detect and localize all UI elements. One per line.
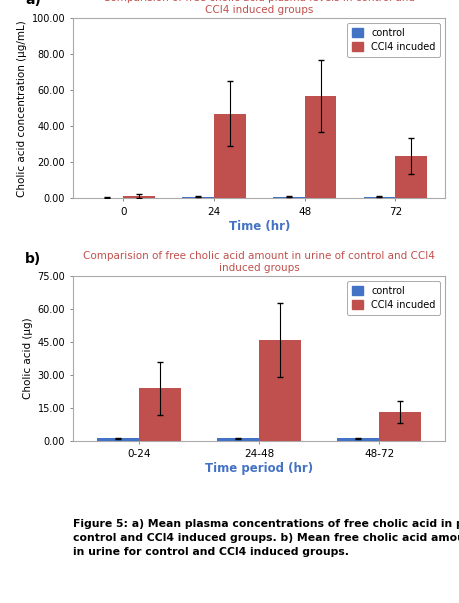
Bar [214,114,246,198]
Bar [395,156,427,198]
Bar [337,438,379,441]
Bar [379,412,421,441]
Bar [182,197,214,198]
Text: a): a) [25,0,41,7]
X-axis label: Time (hr): Time (hr) [229,219,290,233]
Legend: control, CCl4 incuded: control, CCl4 incuded [347,23,440,57]
Bar [140,388,181,441]
Bar [123,196,155,198]
Text: Figure 5: a) Mean plasma concentrations of free cholic acid in plasma for
contro: Figure 5: a) Mean plasma concentrations … [73,519,459,557]
Bar [259,340,301,441]
Title: Comparision of free cholic acid plasma levels in control and
CCl4 induced groups: Comparision of free cholic acid plasma l… [103,0,415,14]
Bar [305,96,336,198]
Bar [97,438,140,441]
Legend: control, CCl4 incuded: control, CCl4 incuded [347,281,440,315]
Title: Comparision of free cholic acid amount in urine of control and CCl4
induced grou: Comparision of free cholic acid amount i… [84,251,435,273]
Bar [364,197,395,198]
Bar [273,197,305,198]
Bar [218,438,259,441]
Text: b): b) [25,252,41,266]
X-axis label: Time period (hr): Time period (hr) [205,462,313,475]
Y-axis label: Cholic acid concentration (µg/mL): Cholic acid concentration (µg/mL) [17,20,28,197]
Y-axis label: Cholic acid (µg): Cholic acid (µg) [23,318,33,399]
